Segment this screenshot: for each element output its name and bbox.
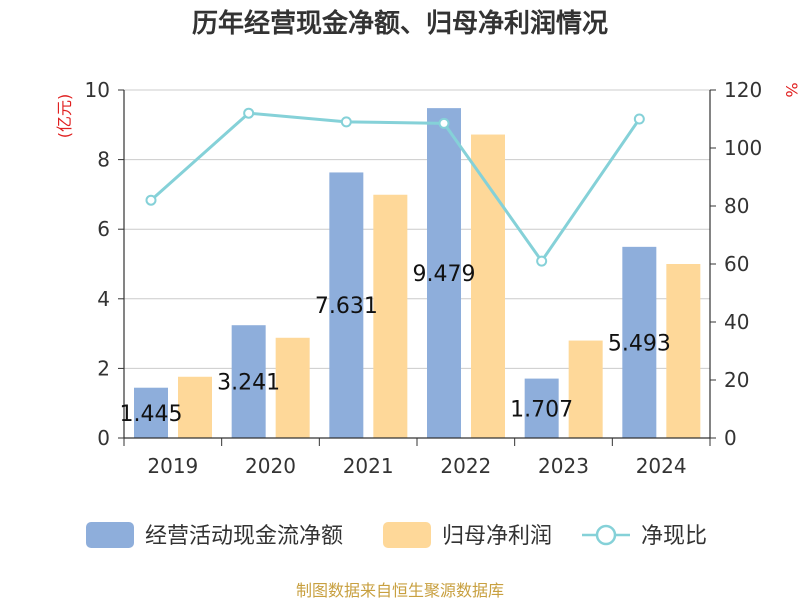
grid-lines: [124, 89, 710, 369]
bar-profit: [373, 194, 408, 438]
ratio-point: [340, 116, 352, 128]
ratio-point: [243, 107, 255, 119]
legend-swatch-profit: [383, 522, 431, 548]
source-note: 制图数据来自恒生聚源数据库: [296, 581, 504, 600]
left-tick-label: 4: [97, 287, 110, 311]
legend-marker-ratio: [595, 524, 617, 546]
bar-series: [134, 108, 701, 438]
ratio-line: [150, 111, 641, 263]
left-tick-label: 2: [97, 356, 110, 380]
right-axis-unit: %: [782, 82, 800, 97]
x-tick-label: 2020: [245, 454, 296, 478]
right-tick-label: 120: [724, 78, 762, 102]
bar-profit: [666, 264, 701, 438]
chart-title: 历年经营现金净额、归母净利润情况: [192, 8, 608, 39]
data-label-cashflow: 1.707: [510, 397, 573, 422]
legend-label-cashflow: 经营活动现金流净额: [145, 524, 343, 549]
x-tick-label: 2023: [538, 454, 589, 478]
ratio-line-series: [145, 107, 645, 267]
right-tick-label: 20: [724, 368, 749, 392]
x-tick-label: 2019: [147, 454, 198, 478]
legend-label-ratio: 净现比: [641, 524, 707, 549]
x-tick-label: 2022: [440, 454, 491, 478]
bar-cashflow: [524, 378, 559, 438]
bar-profit: [275, 337, 310, 438]
legend-label-profit: 归母净利润: [442, 524, 552, 549]
data-label-cashflow: 7.631: [315, 294, 378, 319]
bar-cashflow: [231, 325, 266, 438]
left-tick-label: 6: [97, 217, 110, 241]
ratio-point: [536, 255, 548, 267]
ratio-point: [438, 117, 450, 129]
left-tick-label: 10: [85, 78, 110, 102]
ratio-point: [145, 194, 157, 206]
left-tick-label: 0: [97, 426, 110, 450]
data-label-cashflow: 5.493: [608, 331, 671, 356]
bar-profit: [178, 376, 212, 438]
right-tick-label: 0: [724, 426, 737, 450]
bar-cashflow: [329, 172, 364, 438]
right-tick-label: 100: [724, 136, 762, 160]
right-tick-label: 40: [724, 310, 749, 334]
data-label-cashflow: 3.241: [217, 371, 280, 396]
bar-profit: [471, 134, 505, 438]
legend-swatch-cashflow: [86, 522, 134, 548]
ratio-point: [633, 113, 645, 125]
left-axis-unit: (亿元): [55, 94, 74, 139]
x-tick-label: 2024: [636, 454, 687, 478]
legend: 经营活动现金流净额 归母净利润 净现比: [86, 522, 707, 549]
bar-cashflow: [134, 387, 168, 438]
x-tick-label: 2021: [343, 454, 394, 478]
data-label-cashflow: 9.479: [413, 262, 476, 287]
right-tick-label: 80: [724, 194, 749, 218]
bar-cashflow: [427, 108, 461, 438]
data-label-cashflow: 1.445: [120, 402, 183, 427]
data-labels: 1.445 3.241 7.631 9.479 1.707 5.493: [120, 262, 671, 427]
bar-cashflow: [622, 246, 657, 438]
left-tick-label: 8: [97, 148, 110, 172]
right-tick-label: 60: [724, 252, 749, 276]
bar-profit: [568, 340, 603, 438]
